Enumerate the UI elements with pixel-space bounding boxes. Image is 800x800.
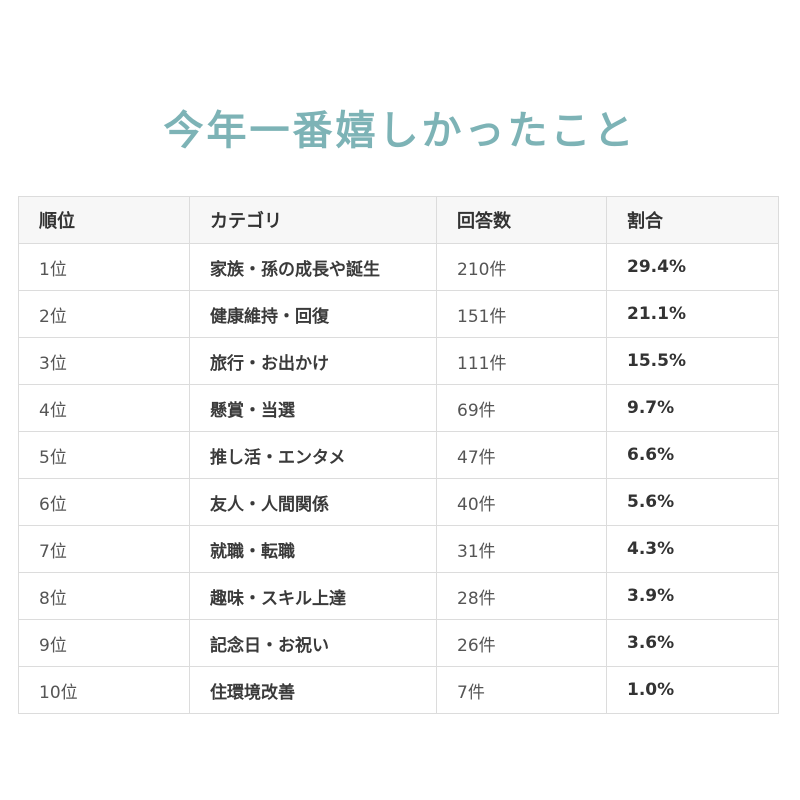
table-row: 1位 家族・孫の成長や誕生 210件 29.4%: [18, 243, 779, 291]
rank-cell: 1位: [18, 243, 190, 291]
ratio-cell: 5.6%: [606, 478, 779, 526]
category-cell: 住環境改善: [189, 666, 437, 714]
table-row: 2位 健康維持・回復 151件 21.1%: [18, 290, 779, 338]
table-row: 4位 懸賞・当選 69件 9.7%: [18, 384, 779, 432]
category-cell: 健康維持・回復: [189, 290, 437, 338]
header-count: 回答数: [436, 196, 607, 244]
count-cell: 210件: [436, 243, 607, 291]
count-cell: 47件: [436, 431, 607, 479]
header-ratio: 割合: [606, 196, 779, 244]
ratio-cell: 3.9%: [606, 572, 779, 620]
count-cell: 7件: [436, 666, 607, 714]
table-row: 6位 友人・人間関係 40件 5.6%: [18, 478, 779, 526]
category-cell: 推し活・エンタメ: [189, 431, 437, 479]
ratio-cell: 4.3%: [606, 525, 779, 573]
count-cell: 69件: [436, 384, 607, 432]
ratio-cell: 1.0%: [606, 666, 779, 714]
rank-cell: 10位: [18, 666, 190, 714]
rank-cell: 4位: [18, 384, 190, 432]
ratio-cell: 9.7%: [606, 384, 779, 432]
count-cell: 26件: [436, 619, 607, 667]
category-cell: 記念日・お祝い: [189, 619, 437, 667]
ranking-table: 順位 カテゴリ 回答数 割合 1位 家族・孫の成長や誕生 210件 29.4% …: [18, 196, 779, 714]
table-row: 5位 推し活・エンタメ 47件 6.6%: [18, 431, 779, 479]
ratio-cell: 3.6%: [606, 619, 779, 667]
header-category: カテゴリ: [189, 196, 437, 244]
table-row: 9位 記念日・お祝い 26件 3.6%: [18, 619, 779, 667]
category-cell: 趣味・スキル上達: [189, 572, 437, 620]
table-row: 10位 住環境改善 7件 1.0%: [18, 666, 779, 714]
ratio-cell: 15.5%: [606, 337, 779, 385]
table-row: 8位 趣味・スキル上達 28件 3.9%: [18, 572, 779, 620]
rank-cell: 5位: [18, 431, 190, 479]
category-cell: 懸賞・当選: [189, 384, 437, 432]
table-row: 7位 就職・転職 31件 4.3%: [18, 525, 779, 573]
count-cell: 40件: [436, 478, 607, 526]
ratio-cell: 21.1%: [606, 290, 779, 338]
table-row: 3位 旅行・お出かけ 111件 15.5%: [18, 337, 779, 385]
rank-cell: 7位: [18, 525, 190, 573]
category-cell: 家族・孫の成長や誕生: [189, 243, 437, 291]
rank-cell: 6位: [18, 478, 190, 526]
rank-cell: 9位: [18, 619, 190, 667]
count-cell: 31件: [436, 525, 607, 573]
rank-cell: 2位: [18, 290, 190, 338]
ratio-cell: 29.4%: [606, 243, 779, 291]
rank-cell: 3位: [18, 337, 190, 385]
rank-cell: 8位: [18, 572, 190, 620]
category-cell: 旅行・お出かけ: [189, 337, 437, 385]
page-title: 今年一番嬉しかったこと: [163, 106, 637, 154]
ratio-cell: 6.6%: [606, 431, 779, 479]
header-rank: 順位: [18, 196, 190, 244]
category-cell: 友人・人間関係: [189, 478, 437, 526]
category-cell: 就職・転職: [189, 525, 437, 573]
count-cell: 28件: [436, 572, 607, 620]
table-header-row: 順位 カテゴリ 回答数 割合: [18, 196, 779, 244]
count-cell: 111件: [436, 337, 607, 385]
count-cell: 151件: [436, 290, 607, 338]
